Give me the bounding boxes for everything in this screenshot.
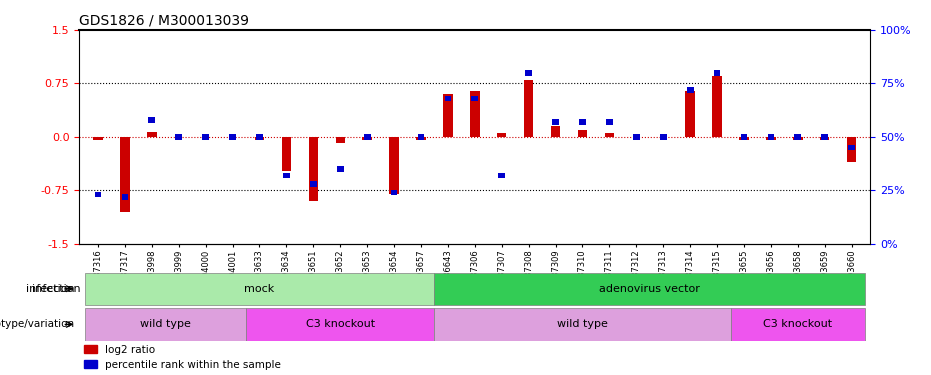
Bar <box>633 134 640 140</box>
Bar <box>524 80 533 137</box>
Bar <box>148 117 155 123</box>
Bar <box>767 134 775 140</box>
Bar <box>364 134 371 140</box>
Bar <box>229 134 236 140</box>
Bar <box>498 172 506 178</box>
Bar <box>256 134 263 140</box>
Text: infection: infection <box>32 284 80 294</box>
Bar <box>175 134 182 140</box>
Bar <box>579 119 586 125</box>
Text: C3 knockout: C3 knockout <box>763 320 832 329</box>
Bar <box>337 166 344 172</box>
Bar <box>739 137 749 141</box>
Bar <box>794 134 802 140</box>
Legend: log2 ratio, percentile rank within the sample: log2 ratio, percentile rank within the s… <box>85 345 281 370</box>
Bar <box>202 134 209 140</box>
Bar <box>93 137 102 141</box>
Bar <box>470 91 479 137</box>
Bar <box>741 134 748 140</box>
Bar <box>444 96 452 101</box>
Bar <box>578 130 587 137</box>
Bar <box>443 94 452 137</box>
Bar <box>606 119 613 125</box>
Bar <box>85 273 435 305</box>
Bar <box>416 137 425 141</box>
Bar <box>766 137 776 141</box>
Bar <box>731 308 865 340</box>
Bar <box>471 96 479 101</box>
Bar <box>246 308 435 340</box>
Bar <box>120 137 129 212</box>
Bar <box>820 137 830 141</box>
Bar <box>122 194 128 200</box>
Text: adenovirus vector: adenovirus vector <box>600 284 700 294</box>
Bar <box>525 70 532 76</box>
Bar <box>497 134 506 137</box>
Bar <box>282 137 291 171</box>
Bar <box>435 308 731 340</box>
Bar <box>660 134 667 140</box>
Bar <box>362 137 371 141</box>
Bar <box>283 172 290 178</box>
Bar <box>712 76 722 137</box>
Bar <box>95 192 101 197</box>
Bar <box>821 134 828 140</box>
Bar <box>308 137 318 201</box>
Text: C3 knockout: C3 knockout <box>305 320 375 329</box>
Text: genotype/variation: genotype/variation <box>0 320 74 329</box>
Bar <box>418 134 425 140</box>
Bar <box>310 181 317 187</box>
Bar <box>255 137 264 141</box>
Text: wild type: wild type <box>557 320 608 329</box>
Bar <box>147 132 156 137</box>
Bar <box>389 137 398 194</box>
Bar <box>793 137 803 141</box>
Bar <box>391 190 398 195</box>
Bar <box>335 137 345 142</box>
Bar <box>551 126 560 137</box>
Bar <box>435 273 865 305</box>
Text: GDS1826 / M300013039: GDS1826 / M300013039 <box>79 13 250 27</box>
Bar <box>714 70 721 76</box>
Bar <box>847 137 857 162</box>
Bar <box>552 119 559 125</box>
Bar <box>687 87 694 93</box>
Bar <box>848 145 855 150</box>
Bar <box>604 134 614 137</box>
Text: mock: mock <box>244 284 275 294</box>
Text: infection: infection <box>26 284 74 294</box>
Bar <box>685 91 695 137</box>
Bar <box>85 308 246 340</box>
Text: wild type: wild type <box>140 320 191 329</box>
